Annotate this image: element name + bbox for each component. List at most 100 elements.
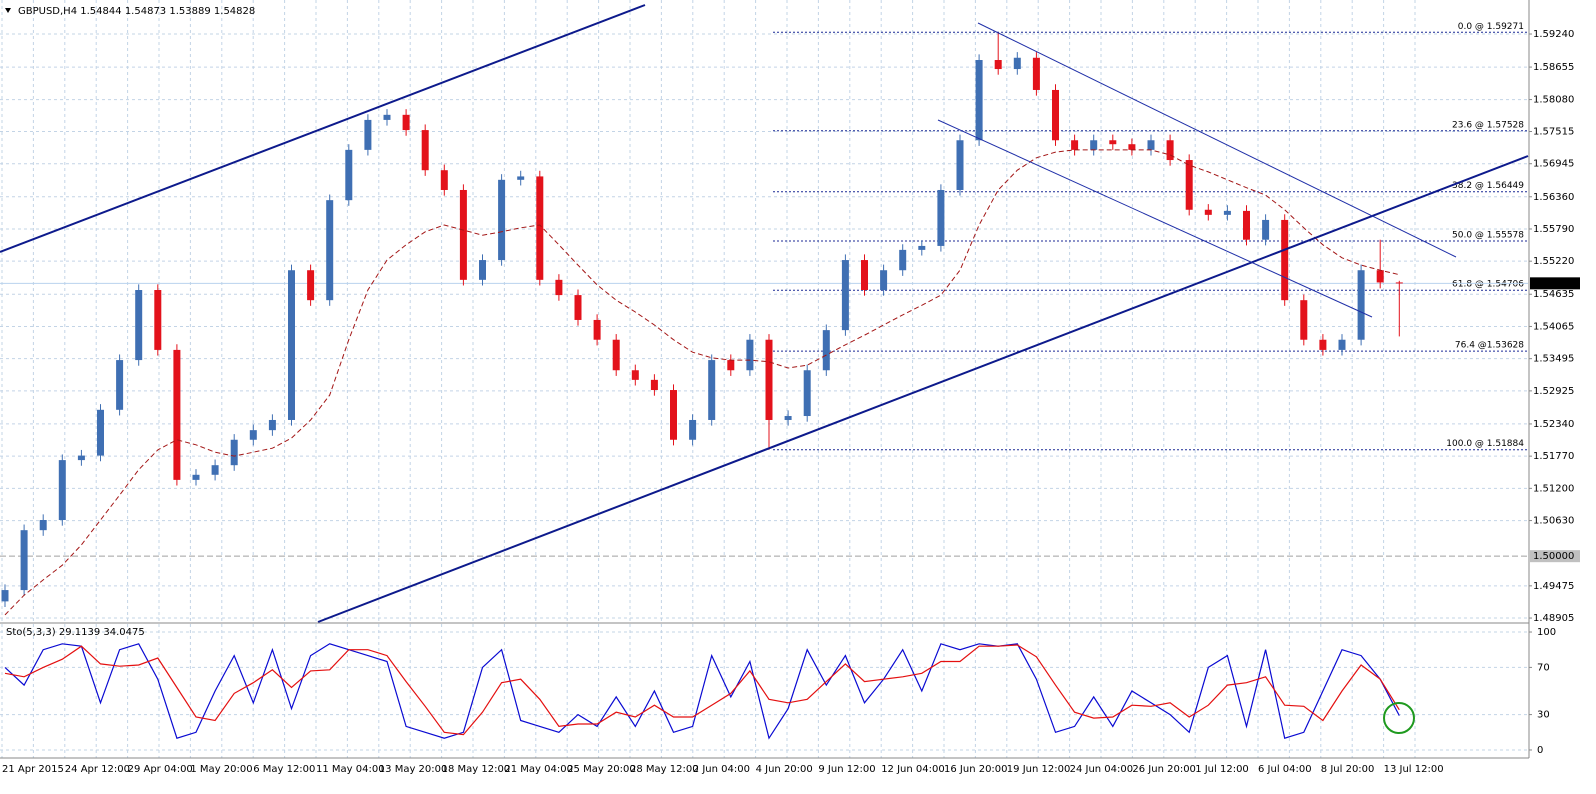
- y-tick-label: 1.52925: [1533, 386, 1574, 397]
- candle-body: [536, 176, 544, 280]
- y-tick-label: 70: [1537, 662, 1550, 673]
- fib-label: 76.4 @1.53628: [1455, 341, 1524, 351]
- trend-line: [0, 4, 646, 253]
- header-high: 1.54873: [125, 6, 166, 17]
- fib-label: 0.0 @ 1.59271: [1458, 22, 1524, 32]
- candle-body: [383, 114, 391, 120]
- candle-body: [1, 590, 9, 602]
- candle-body: [20, 530, 28, 591]
- candle-body: [1243, 210, 1250, 240]
- x-tick-label: 18 May 12:00: [442, 764, 511, 775]
- candle-body: [1376, 270, 1384, 283]
- candle-body: [1204, 209, 1212, 215]
- x-tick-label: 6 May 12:00: [253, 764, 315, 775]
- candle-body: [784, 416, 792, 420]
- plot: 0.0 @ 1.59271 23.6 @ 1.57528 38.2 @ 1.5644…: [0, 0, 1528, 758]
- candle-body: [192, 474, 200, 480]
- x-tick-label: 19 Jun 12:00: [1007, 764, 1071, 775]
- y-tick-label: 30: [1537, 710, 1550, 721]
- y-tick-label: 1.56945: [1533, 159, 1574, 170]
- candle-body: [574, 295, 582, 320]
- candle-body: [1185, 160, 1193, 210]
- candle-body: [765, 339, 773, 420]
- header-open: 1.54844: [80, 6, 121, 17]
- candle-body: [230, 439, 238, 466]
- candle-body: [154, 290, 162, 350]
- y-tick-label: 1.55220: [1533, 256, 1574, 267]
- candle-body: [593, 319, 601, 340]
- fib-label: 50.0 @ 1.55578: [1452, 230, 1524, 240]
- candle-body: [1223, 210, 1231, 215]
- x-tick-label: 1 May 20:00: [190, 764, 252, 775]
- candle-body: [402, 114, 410, 131]
- x-tick-label: 1 Jul 12:00: [1195, 764, 1249, 775]
- candle-body: [77, 455, 85, 461]
- candle-body: [631, 370, 639, 380]
- drawings: GBPUSD,H4 1.54844 1.54873 1.53889 1.5482…: [0, 0, 1580, 775]
- x-tick-label: 24 Jun 04:00: [1070, 764, 1134, 775]
- candle-body: [288, 270, 295, 420]
- candle-body: [440, 170, 448, 190]
- indicator-line: [4, 643, 1400, 740]
- candle-body: [39, 520, 47, 531]
- y-tick-label: 1.57515: [1533, 126, 1574, 137]
- x-tick-label: 6 Jul 04:00: [1258, 764, 1312, 775]
- x-tick-label: 16 Jun 20:00: [944, 764, 1008, 775]
- candle-body: [670, 390, 677, 440]
- y-tick-label: 1.59240: [1533, 29, 1574, 40]
- candle-body: [1300, 300, 1308, 340]
- y-tick-label: 1.49475: [1533, 581, 1574, 592]
- candle-body: [268, 419, 276, 431]
- candle-body: [1052, 89, 1059, 141]
- candle-body: [364, 119, 372, 150]
- channel-line: [937, 119, 1373, 318]
- candle-body: [1319, 339, 1327, 350]
- x-tick-label: 21 Apr 2015: [2, 764, 64, 775]
- y-tick-label: 1.55790: [1533, 224, 1574, 235]
- candle-body: [822, 330, 830, 371]
- indicator-title: Sto(5,3,3): [6, 627, 56, 638]
- candle-body: [708, 360, 716, 420]
- x-tick-label: 11 May 04:00: [316, 764, 385, 775]
- candle-body: [1013, 57, 1021, 70]
- highlight-circle: [1383, 702, 1415, 734]
- y-tick-label: 1.51200: [1533, 483, 1574, 494]
- menu-arrow[interactable]: [5, 8, 11, 13]
- candle-body: [1109, 140, 1117, 145]
- candle-body: [1032, 57, 1040, 90]
- fib-label: 38.2 @ 1.56449: [1452, 181, 1524, 191]
- x-tick-label: 26 Jun 20:00: [1132, 764, 1196, 775]
- x-tick-label: 13 Jul 12:00: [1384, 764, 1444, 775]
- level-label-box: [1530, 550, 1580, 563]
- candle-body: [459, 189, 467, 280]
- candle-body: [173, 349, 181, 480]
- y-tick-label: 1.52340: [1533, 419, 1574, 430]
- candle-body: [517, 176, 525, 180]
- candle-body: [1357, 270, 1365, 340]
- header-low: 1.53889: [169, 6, 210, 17]
- candle-body: [841, 260, 849, 331]
- symbol: GBPUSD,H4: [18, 6, 77, 17]
- y-tick-label: 1.54635: [1533, 289, 1574, 300]
- y-tick-label: 1.54065: [1533, 321, 1574, 332]
- x-tick-label: 25 May 20:00: [567, 764, 636, 775]
- candle-body: [1262, 219, 1270, 240]
- candle-body: [650, 379, 658, 391]
- candle-body: [612, 339, 620, 371]
- fib-label: 61.8 @ 1.54706: [1452, 280, 1524, 290]
- chart-header: GBPUSD,H4 1.54844 1.54873 1.53889 1.5482…: [18, 6, 255, 17]
- y-tick-label: 1.51770: [1533, 451, 1574, 462]
- candle-body: [211, 465, 219, 475]
- y-tick-label: 1.58655: [1533, 62, 1574, 73]
- candle-body: [803, 370, 811, 417]
- candle-body: [1071, 140, 1079, 150]
- indicator-d: 34.0475: [103, 627, 144, 638]
- channel-line: [977, 22, 1457, 258]
- indicator-line: [4, 644, 1400, 736]
- y-tick-label: 1.53495: [1533, 354, 1574, 365]
- candle-body: [116, 360, 124, 410]
- candle-body: [994, 60, 1002, 70]
- candle-body: [1166, 140, 1174, 161]
